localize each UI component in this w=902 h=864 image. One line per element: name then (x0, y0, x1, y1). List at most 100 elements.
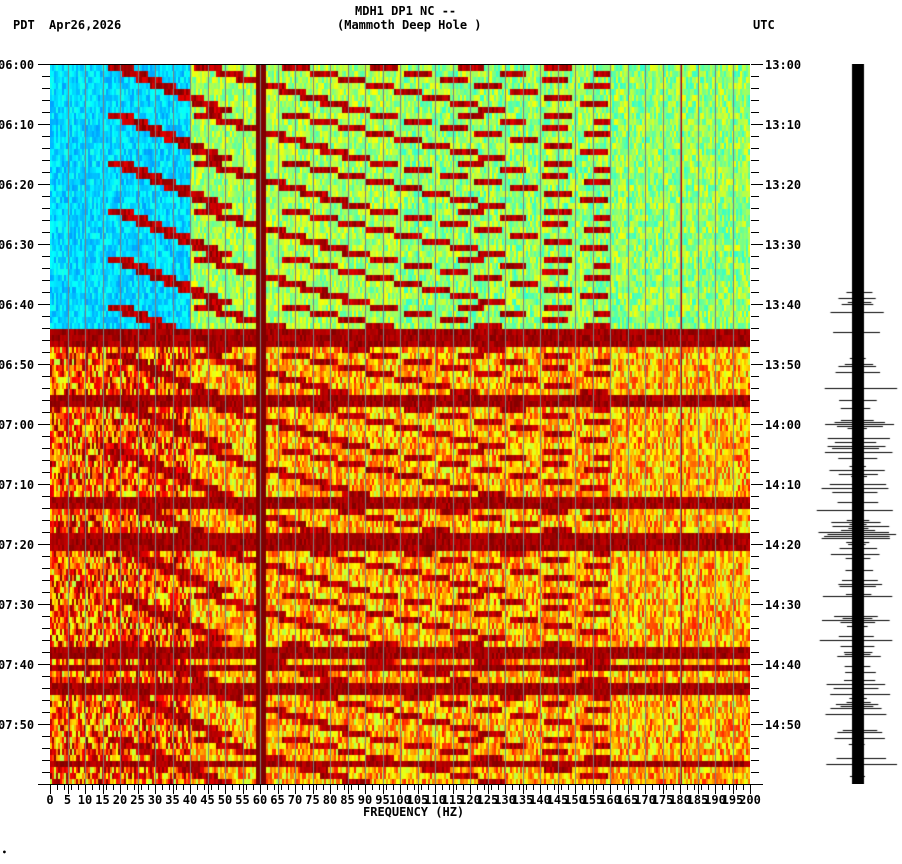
time-tick (42, 292, 50, 293)
frequency-tick (687, 785, 688, 790)
time-tick (42, 748, 50, 749)
time-tick (42, 376, 50, 377)
time-tick (751, 772, 759, 773)
frequency-tick (393, 785, 394, 790)
frequency-tick (488, 785, 489, 794)
frequency-tick (498, 785, 499, 790)
time-tick (42, 508, 50, 509)
time-tick (42, 496, 50, 497)
time-tick (38, 244, 50, 245)
frequency-tick (78, 785, 79, 790)
frequency-tick (603, 785, 604, 790)
frequency-tick (708, 785, 709, 790)
frequency-label: 45 (200, 793, 215, 807)
time-tick (38, 664, 50, 665)
frequency-tick (57, 785, 58, 790)
frequency-tick (358, 785, 359, 790)
time-tick (42, 76, 50, 77)
frequency-tick (176, 785, 177, 790)
right-time-axis (751, 64, 763, 786)
frequency-tick (260, 785, 261, 794)
time-tick (751, 388, 759, 389)
frequency-tick (505, 785, 506, 794)
frequency-label: 15 (95, 793, 110, 807)
right-timezone: UTC (753, 18, 775, 32)
frequency-tick (694, 785, 695, 790)
time-tick (751, 160, 759, 161)
time-tick (751, 460, 759, 461)
frequency-tick (624, 785, 625, 790)
time-tick (751, 700, 759, 701)
frequency-tick (743, 785, 744, 790)
frequency-tick (589, 785, 590, 790)
frequency-tick (533, 785, 534, 790)
frequency-tick (316, 785, 317, 790)
frequency-tick (407, 785, 408, 790)
time-tick (42, 148, 50, 149)
time-label-utc: 13:20 (765, 178, 802, 192)
time-tick (42, 472, 50, 473)
frequency-label: 115 (441, 793, 464, 807)
seismogram-trace (815, 64, 902, 784)
time-label-pdt: 07:20 (0, 538, 35, 552)
left-timezone: PDT (13, 18, 35, 32)
time-label-pdt: 06:20 (0, 178, 35, 192)
time-label-pdt: 06:00 (0, 58, 35, 72)
frequency-tick (302, 785, 303, 790)
frequency-tick (183, 785, 184, 790)
frequency-label: 90 (357, 793, 373, 807)
frequency-tick (365, 785, 366, 794)
time-tick (42, 412, 50, 413)
time-tick (751, 532, 759, 533)
frequency-tick (274, 785, 275, 790)
time-tick (42, 580, 50, 581)
time-tick (42, 736, 50, 737)
frequency-label: 165 (616, 793, 639, 807)
frequency-tick (309, 785, 310, 790)
frequency-tick (736, 785, 737, 790)
time-tick (751, 664, 763, 665)
time-tick (751, 232, 759, 233)
time-tick (751, 340, 759, 341)
frequency-tick (568, 785, 569, 790)
frequency-tick (71, 785, 72, 790)
time-tick (751, 148, 759, 149)
time-tick (751, 64, 763, 65)
time-tick (751, 748, 759, 749)
frequency-label: 75 (305, 793, 320, 807)
time-tick (42, 400, 50, 401)
frequency-tick (582, 785, 583, 790)
frequency-tick (733, 785, 734, 794)
time-tick (751, 592, 759, 593)
time-label-utc: 14:40 (765, 658, 802, 672)
time-tick (42, 640, 50, 641)
frequency-label: 170 (634, 793, 656, 807)
frequency-tick (491, 785, 492, 790)
time-tick (751, 520, 759, 521)
frequency-tick (547, 785, 548, 790)
time-tick (751, 712, 759, 713)
time-tick (751, 112, 759, 113)
frequency-label: 10 (77, 793, 93, 807)
frequency-tick (113, 785, 114, 790)
frequency-tick (722, 785, 723, 790)
time-label-utc: 13:30 (765, 238, 802, 252)
time-tick (42, 208, 50, 209)
frequency-tick (453, 785, 454, 794)
time-tick (751, 76, 759, 77)
frequency-tick (379, 785, 380, 790)
time-tick (42, 652, 50, 653)
frequency-tick (190, 785, 191, 794)
frequency-label: 120 (459, 793, 481, 807)
frequency-tick (225, 785, 226, 794)
frequency-label: 200 (739, 793, 761, 807)
time-tick (751, 556, 759, 557)
date-label: Apr26,2026 (49, 18, 122, 32)
frequency-tick (701, 785, 702, 790)
frequency-label: 40 (182, 793, 198, 807)
time-tick (751, 676, 759, 677)
time-label-pdt: 06:50 (0, 358, 35, 372)
time-tick (751, 292, 759, 293)
frequency-tick (593, 785, 594, 794)
frequency-tick (659, 785, 660, 790)
